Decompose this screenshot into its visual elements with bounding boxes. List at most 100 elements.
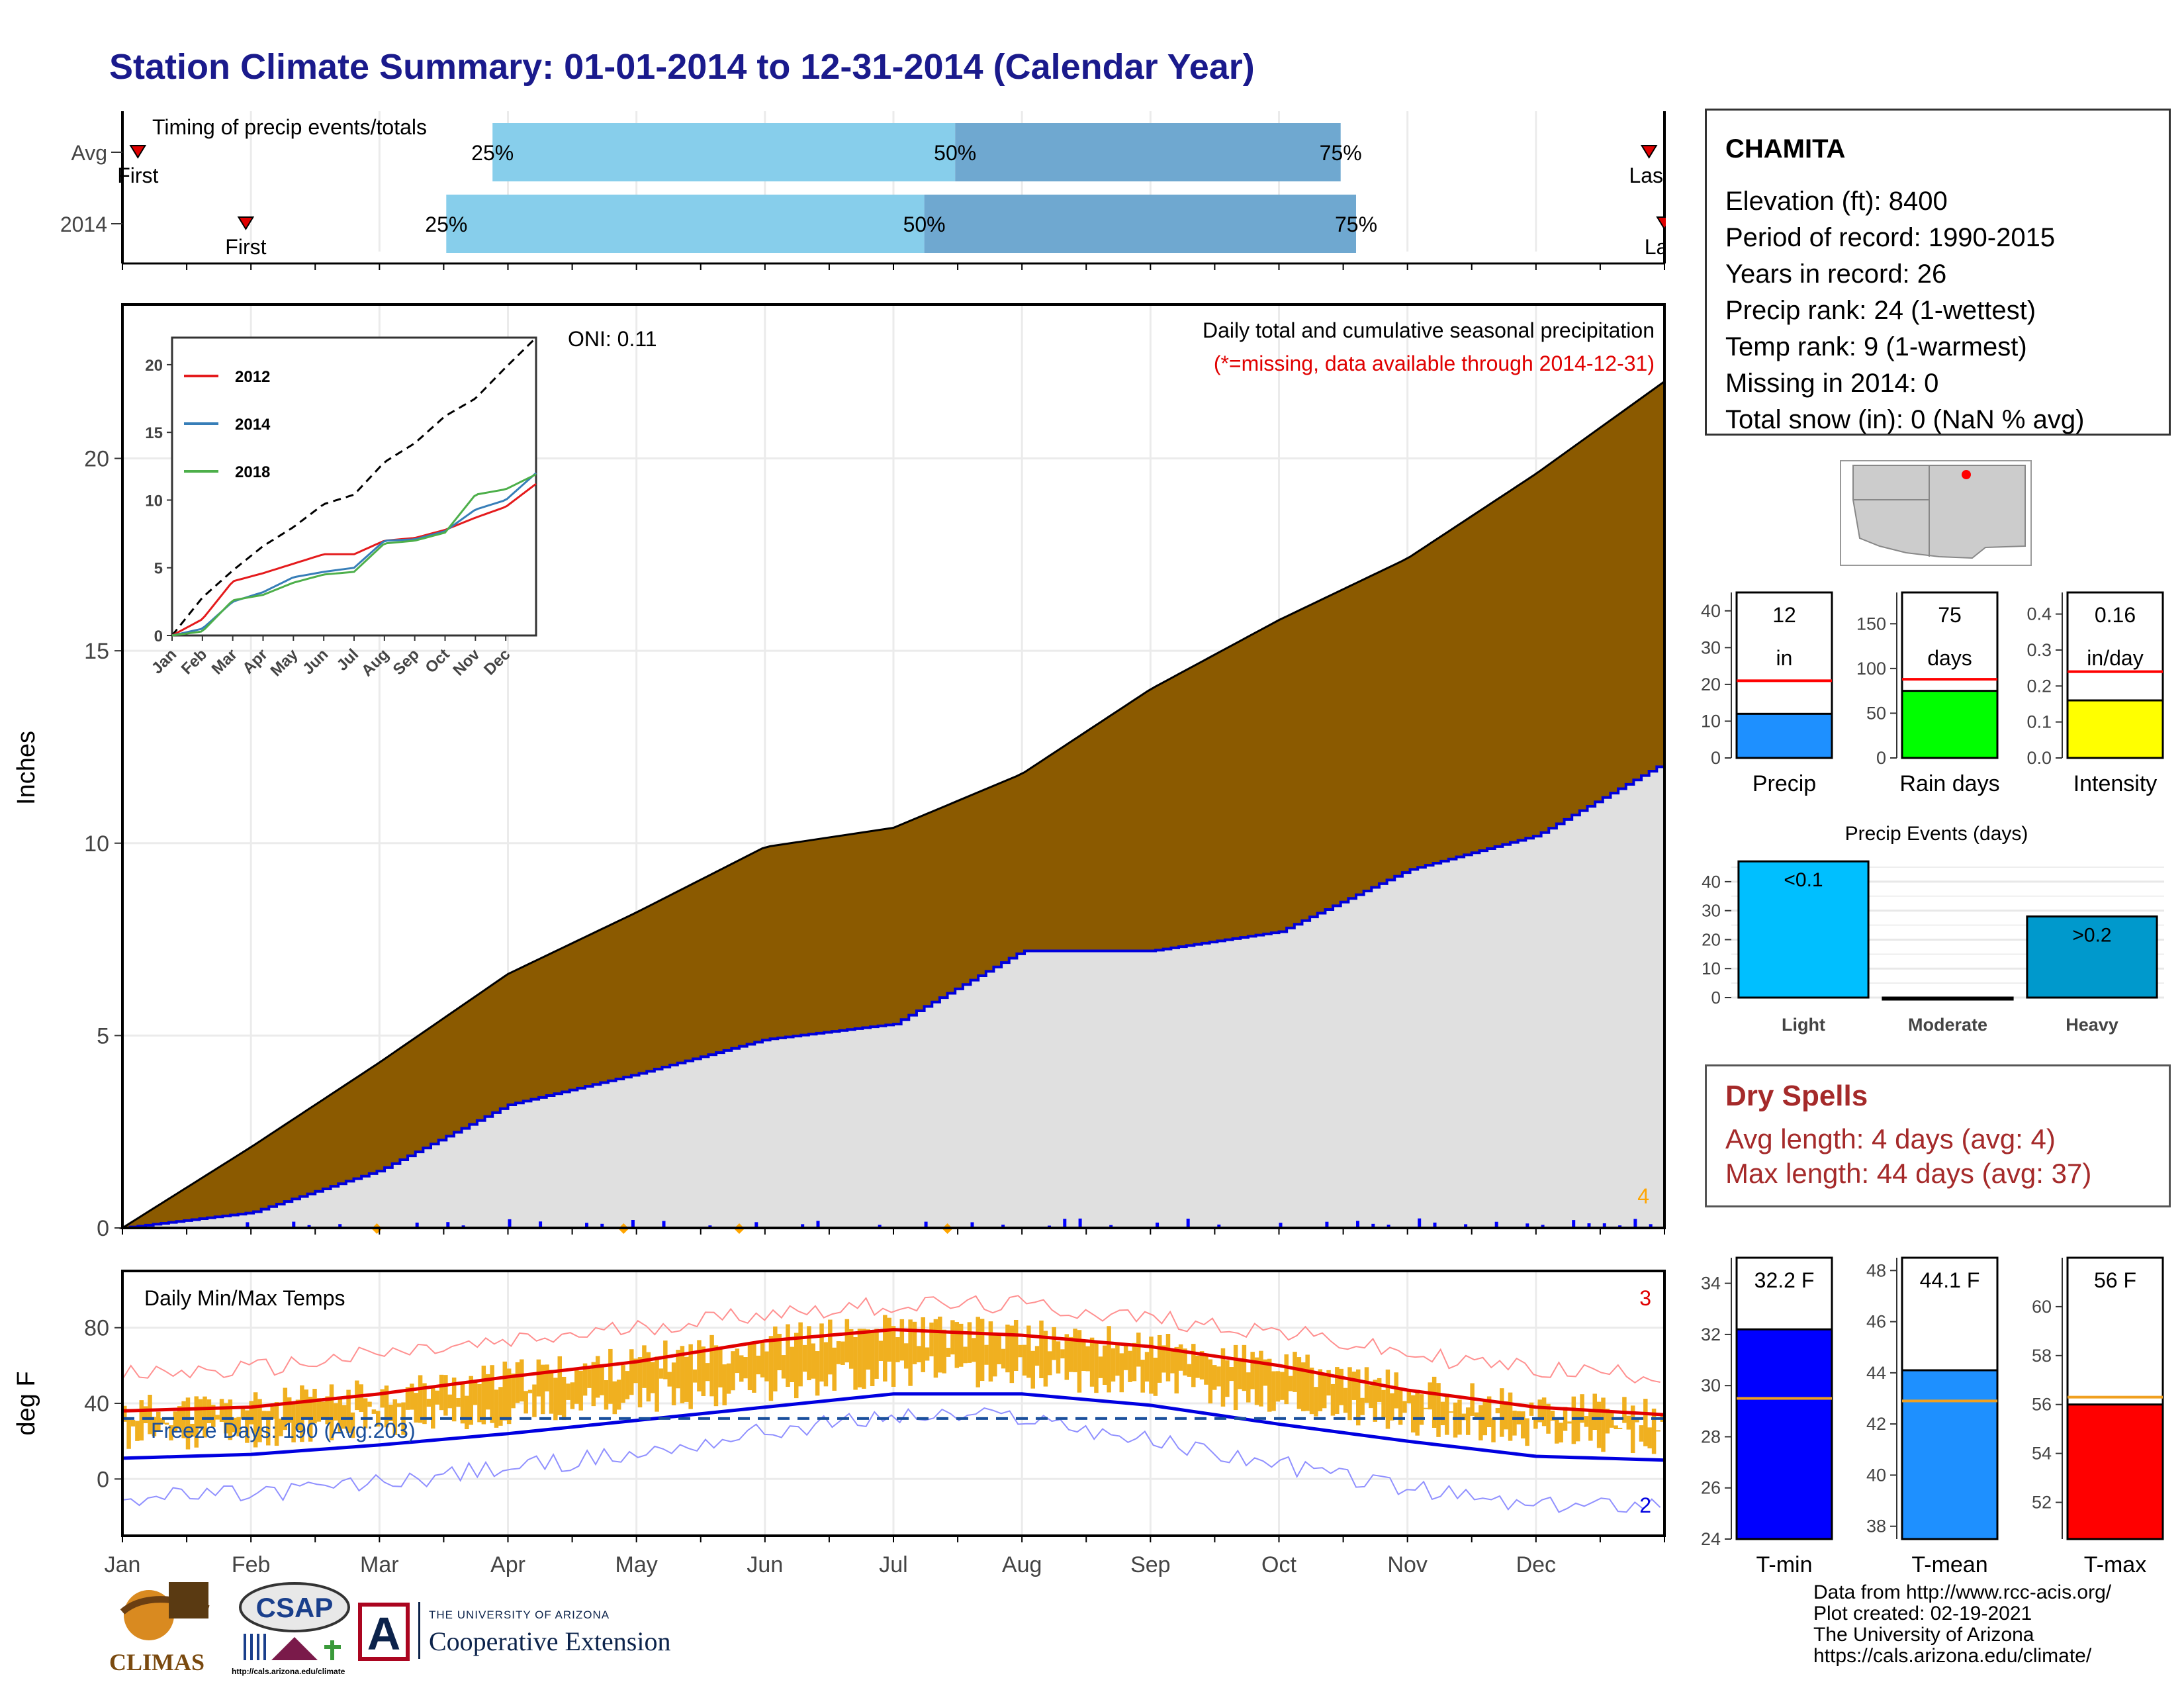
daily-temp-bar [1453,1402,1458,1438]
daily-temp-bar [312,1389,317,1424]
summary-category-label: Intensity [2073,771,2158,796]
month-label: Sep [1130,1552,1171,1577]
daily-temp-bar [1161,1345,1166,1373]
daily-precip-bar [1494,1221,1498,1228]
summary-ytick-label: 44 [1866,1363,1886,1383]
station-marker [1962,470,1971,479]
summary-bar-T-max [2066,1403,2164,1540]
summary-ytick-label: 150 [1856,614,1886,633]
daily-temp-bar [1482,1401,1488,1436]
daily-temp-bar [245,1410,250,1443]
daily-temp-bar [676,1350,680,1389]
summary-ytick-label: 56 [2032,1395,2052,1415]
daily-temp-bar [1250,1352,1255,1389]
daily-temp-bar [1647,1427,1652,1449]
dry-spells-title: Dry Spells [1725,1080,1868,1112]
timing-label-25: 25% [471,141,514,165]
daily-temp-bar [811,1343,816,1379]
daily-temp-bar [549,1370,554,1414]
daily-temp-bar [557,1356,563,1415]
station-precip-rank: Precip rank: 24 (1-wettest) [1725,296,2036,325]
summary-value-label: 0.16 [2095,603,2136,627]
daily-precip-bar [1325,1221,1329,1228]
daily-temp-bar [329,1384,334,1440]
daily-temp-bar [1617,1427,1623,1429]
page-title: Station Climate Summary: 01-01-2014 to 1… [109,47,1255,87]
daily-temp-bar [895,1337,900,1362]
daily-temp-bar [1364,1367,1369,1403]
precip-chart: 0 5 10 15 20 Daily total and cumulative seaso… [13,303,1666,1241]
map-state-shapes [1852,465,2026,559]
timing-label-25: 25% [425,212,467,236]
daily-temp-bar [1005,1325,1010,1373]
daily-temp-bar [903,1343,909,1369]
daily-temp-bar [608,1348,613,1404]
daily-temp-bar [511,1374,516,1409]
daily-temp-bar [506,1368,512,1425]
daily-precip-bar [924,1221,928,1228]
daily-temp-bar [253,1392,258,1448]
daily-temp-bar [768,1336,774,1401]
climas-wordmark: CLIMAS [109,1649,205,1675]
daily-temp-bar [921,1317,925,1372]
ua-small-text: THE UNIVERSITY OF ARIZONA [429,1609,610,1621]
daily-temp-bar [958,1323,964,1367]
ua-letter: A [367,1608,401,1660]
daily-temp-bar [1195,1355,1200,1378]
daily-temp-bar [667,1372,672,1387]
station-snow: Total snow (in): 0 (NaN % avg) [1725,405,2085,434]
daily-temp-bar [1555,1419,1559,1444]
daily-temp-bar [1630,1405,1635,1454]
daily-temp-bar [1474,1412,1479,1418]
daily-temp-bar [185,1397,191,1450]
summary-ytick-label: 38 [1866,1517,1886,1536]
month-label: Mar [360,1552,399,1577]
daily-precip-bar [1109,1225,1113,1228]
daily-temp-bar [405,1387,410,1410]
summary-value-label: 32.2 F [1754,1268,1815,1292]
daily-temp-bar [426,1399,432,1407]
daily-temp-bar [1170,1349,1175,1374]
month-label: Apr [490,1552,525,1577]
daily-temp-bar [878,1340,884,1362]
events-ytick-label: 10 [1702,959,1721,978]
daily-temp-bar [591,1362,596,1407]
daily-temp-bar [1013,1319,1019,1371]
daily-temp-bar [1419,1394,1424,1425]
daily-temp-bar [967,1322,972,1363]
daily-temp-bar [1432,1376,1437,1428]
timing-label-75: 75% [1320,141,1362,165]
daily-temp-bar [1390,1393,1394,1421]
daily-temp-bar [173,1411,178,1433]
daily-temp-bar [341,1405,347,1429]
daily-temp-bar [1165,1333,1171,1382]
daily-precip-bar [1078,1218,1082,1228]
daily-precip-bar [1464,1224,1468,1228]
daily-temp-bar [1512,1411,1517,1436]
daily-precip-bar [1356,1221,1359,1228]
daily-temp-bar [870,1331,875,1387]
daily-temp-bar [1584,1416,1589,1427]
daily-temp-bar [266,1411,271,1446]
timing-marker-last [1640,145,1658,159]
events-bar-light [1737,860,1870,999]
daily-temp-bar [1297,1357,1302,1409]
events-bar-label: <0.1 [1784,869,1823,891]
daily-temp-bar [1537,1399,1542,1423]
daily-temp-bar [1491,1418,1496,1442]
daily-temp-bar [1520,1411,1525,1438]
daily-temp-bar [1351,1372,1357,1400]
daily-temp-bar [578,1370,583,1411]
daily-precip-bar [585,1223,588,1228]
daily-temp-bar [465,1395,469,1430]
daily-temp-bar [997,1333,1001,1364]
precip-count-label: 4 [1637,1184,1649,1208]
daily-temp-bar [1347,1367,1352,1421]
daily-temp-bar [1001,1348,1006,1369]
daily-precip-bar [1633,1219,1637,1228]
timing-row-label: 2014 [60,212,107,236]
daily-temp-bar [540,1364,545,1415]
daily-temp-bar [874,1329,879,1379]
daily-temp-bar [1479,1405,1483,1440]
daily-temp-bar [979,1319,985,1382]
